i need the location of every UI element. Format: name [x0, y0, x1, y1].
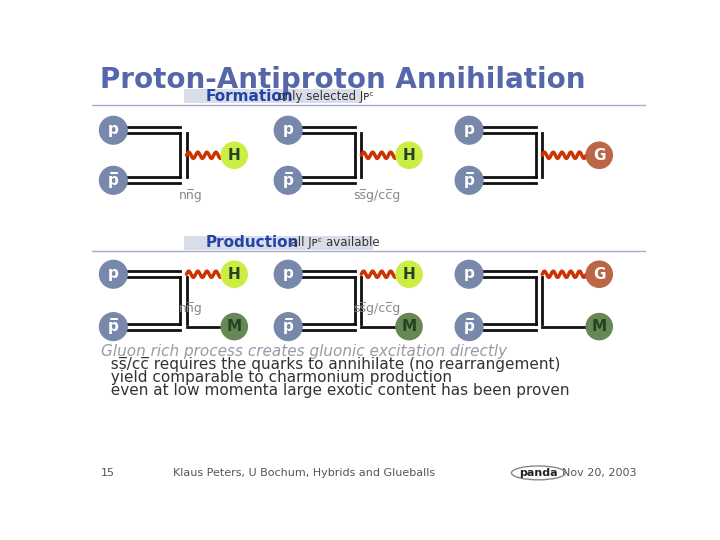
Circle shape [221, 314, 248, 340]
Text: Proton-Antiproton Annihilation: Proton-Antiproton Annihilation [99, 66, 585, 94]
Text: M: M [227, 319, 242, 334]
Text: Gluon rich process creates gluonic excitation directly: Gluon rich process creates gluonic excit… [101, 344, 507, 359]
Circle shape [586, 314, 612, 340]
Circle shape [396, 314, 422, 340]
Text: only selected Jᴘᶜ: only selected Jᴘᶜ [271, 90, 374, 103]
Circle shape [455, 117, 483, 144]
Text: G: G [593, 267, 606, 282]
Circle shape [221, 142, 248, 168]
Text: G: G [593, 148, 606, 163]
Text: Nov 20, 2003: Nov 20, 2003 [562, 468, 637, 478]
Text: ss̅g/cc̅g: ss̅g/cc̅g [354, 302, 401, 315]
Text: p̅: p̅ [108, 318, 119, 334]
Circle shape [396, 261, 422, 287]
Text: ss̅g/cc̅g: ss̅g/cc̅g [354, 189, 401, 202]
Circle shape [274, 260, 302, 288]
Text: ss̅/cc̅ requires the quarks to annihilate (no rearrangement): ss̅/cc̅ requires the quarks to annihilat… [101, 357, 560, 372]
Text: p: p [283, 122, 294, 137]
Circle shape [274, 166, 302, 194]
Circle shape [99, 313, 127, 340]
Text: all Jᴘᶜ available: all Jᴘᶜ available [283, 236, 379, 249]
Text: Klaus Peters, U Bochum, Hybrids and Glueballs: Klaus Peters, U Bochum, Hybrids and Glue… [173, 468, 435, 478]
Circle shape [586, 261, 612, 287]
Text: H: H [228, 267, 240, 282]
Text: Production: Production [206, 235, 299, 250]
Text: H: H [402, 267, 415, 282]
Text: nn̅g: nn̅g [179, 189, 202, 202]
Text: yield comparable to charmonium production: yield comparable to charmonium productio… [101, 370, 452, 385]
Text: M: M [592, 319, 607, 334]
Text: even at low momenta large exotic content has been proven: even at low momenta large exotic content… [101, 383, 570, 398]
Circle shape [99, 166, 127, 194]
Text: Formation: Formation [206, 89, 293, 104]
Text: p: p [464, 266, 474, 281]
Circle shape [455, 166, 483, 194]
Text: p̅: p̅ [464, 318, 474, 334]
Text: p̅: p̅ [108, 172, 119, 187]
Circle shape [455, 260, 483, 288]
Circle shape [586, 142, 612, 168]
Circle shape [221, 261, 248, 287]
Text: H: H [228, 148, 240, 163]
Circle shape [274, 313, 302, 340]
Text: 15: 15 [101, 468, 115, 478]
Text: p: p [283, 266, 294, 281]
Text: p: p [464, 122, 474, 137]
Text: p: p [108, 266, 119, 281]
FancyBboxPatch shape [184, 90, 361, 103]
Circle shape [99, 117, 127, 144]
Text: M: M [402, 319, 417, 334]
Text: p̅: p̅ [283, 172, 294, 187]
Text: H: H [402, 148, 415, 163]
Text: p̅: p̅ [464, 172, 474, 187]
Text: p: p [108, 122, 119, 137]
Circle shape [396, 142, 422, 168]
FancyBboxPatch shape [184, 236, 373, 249]
Circle shape [274, 117, 302, 144]
Text: panda: panda [519, 468, 558, 478]
Text: p̅: p̅ [283, 318, 294, 334]
Circle shape [99, 260, 127, 288]
Text: nn̅g: nn̅g [179, 302, 202, 315]
Circle shape [455, 313, 483, 340]
